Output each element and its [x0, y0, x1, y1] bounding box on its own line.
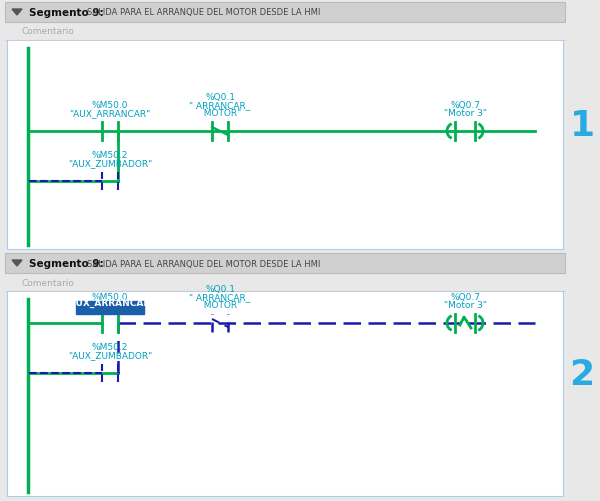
Text: "Motor 3": "Motor 3" — [443, 301, 487, 310]
Text: %Q0.7: %Q0.7 — [450, 101, 480, 110]
FancyBboxPatch shape — [5, 254, 565, 274]
Text: "AUX_ARRANCAR": "AUX_ARRANCAR" — [70, 109, 151, 118]
Text: %M50.0: %M50.0 — [92, 101, 128, 110]
FancyBboxPatch shape — [7, 41, 563, 249]
Text: "AUX_ZUMBADOR": "AUX_ZUMBADOR" — [68, 350, 152, 359]
Text: Segmento 9:: Segmento 9: — [29, 259, 104, 269]
Text: %M50.2: %M50.2 — [92, 342, 128, 351]
Polygon shape — [12, 261, 22, 267]
Text: " ARRANCAR_: " ARRANCAR_ — [190, 101, 251, 110]
Text: %Q0.7: %Q0.7 — [450, 293, 480, 302]
Text: Segmento 9:: Segmento 9: — [29, 8, 104, 18]
Text: %M50.0: %M50.0 — [92, 293, 128, 302]
Text: SALIDA PARA EL ARRANQUE DEL MOTOR DESDE LA HMI: SALIDA PARA EL ARRANQUE DEL MOTOR DESDE … — [87, 9, 320, 18]
Text: MOTOR": MOTOR" — [199, 301, 242, 310]
Text: Comentario: Comentario — [21, 28, 74, 37]
Text: MOTOR": MOTOR" — [199, 109, 242, 118]
Text: "Motor 3": "Motor 3" — [443, 109, 487, 118]
FancyBboxPatch shape — [7, 292, 563, 496]
FancyBboxPatch shape — [5, 3, 565, 23]
Text: %Q0.1: %Q0.1 — [205, 285, 235, 294]
Text: "AUX_ZUMBADOR": "AUX_ZUMBADOR" — [68, 159, 152, 168]
Polygon shape — [12, 10, 22, 16]
Text: %Q0.1: %Q0.1 — [205, 93, 235, 102]
Text: 2: 2 — [569, 358, 595, 392]
Text: %M50.2: %M50.2 — [92, 151, 128, 160]
Text: 1: 1 — [569, 109, 595, 143]
Text: Comentario: Comentario — [21, 278, 74, 287]
FancyBboxPatch shape — [76, 302, 144, 314]
Text: "AUX_ARRANCAR": "AUX_ARRANCAR" — [65, 298, 155, 308]
Text: SALIDA PARA EL ARRANQUE DEL MOTOR DESDE LA HMI: SALIDA PARA EL ARRANQUE DEL MOTOR DESDE … — [87, 259, 320, 268]
Text: " ARRANCAR_: " ARRANCAR_ — [190, 293, 251, 302]
